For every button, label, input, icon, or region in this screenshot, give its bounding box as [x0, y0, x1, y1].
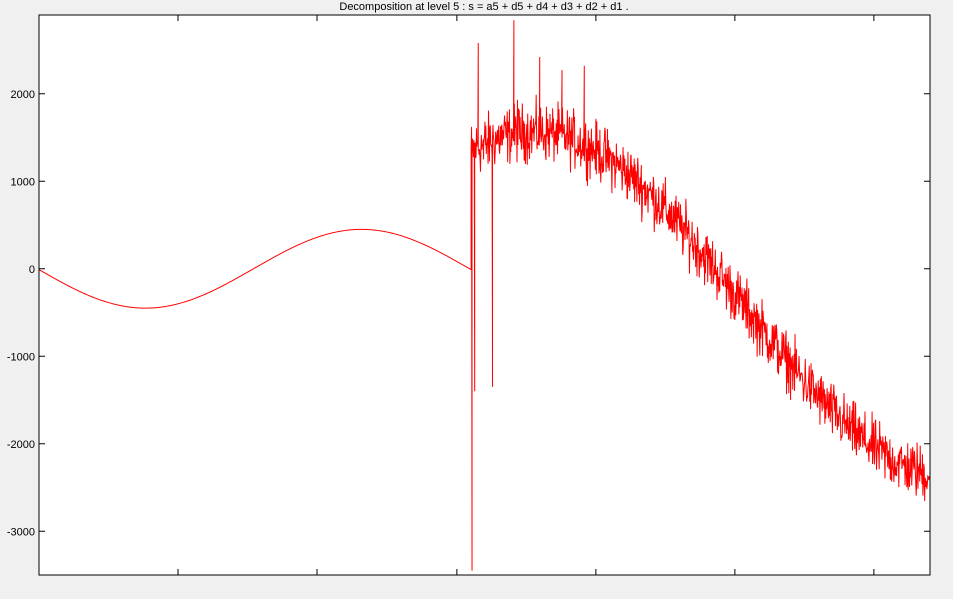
series-layer — [39, 20, 930, 571]
y-tick-label: 1000 — [11, 176, 35, 188]
chart-title: Decomposition at level 5 : s = a5 + d5 +… — [339, 1, 628, 13]
y-tick-label: -3000 — [7, 526, 35, 538]
y-tick-label: -1000 — [7, 351, 35, 363]
y-tick-label: 0 — [29, 264, 35, 276]
axes-background — [39, 15, 930, 575]
y-tick-label: 2000 — [11, 89, 35, 101]
axes-frame — [38, 14, 931, 576]
y-tick-label: -2000 — [7, 439, 35, 451]
signal-series-line — [39, 20, 930, 571]
ticks-layer: 2000 1000 0 -1000 -2000 -3000 — [7, 15, 930, 575]
